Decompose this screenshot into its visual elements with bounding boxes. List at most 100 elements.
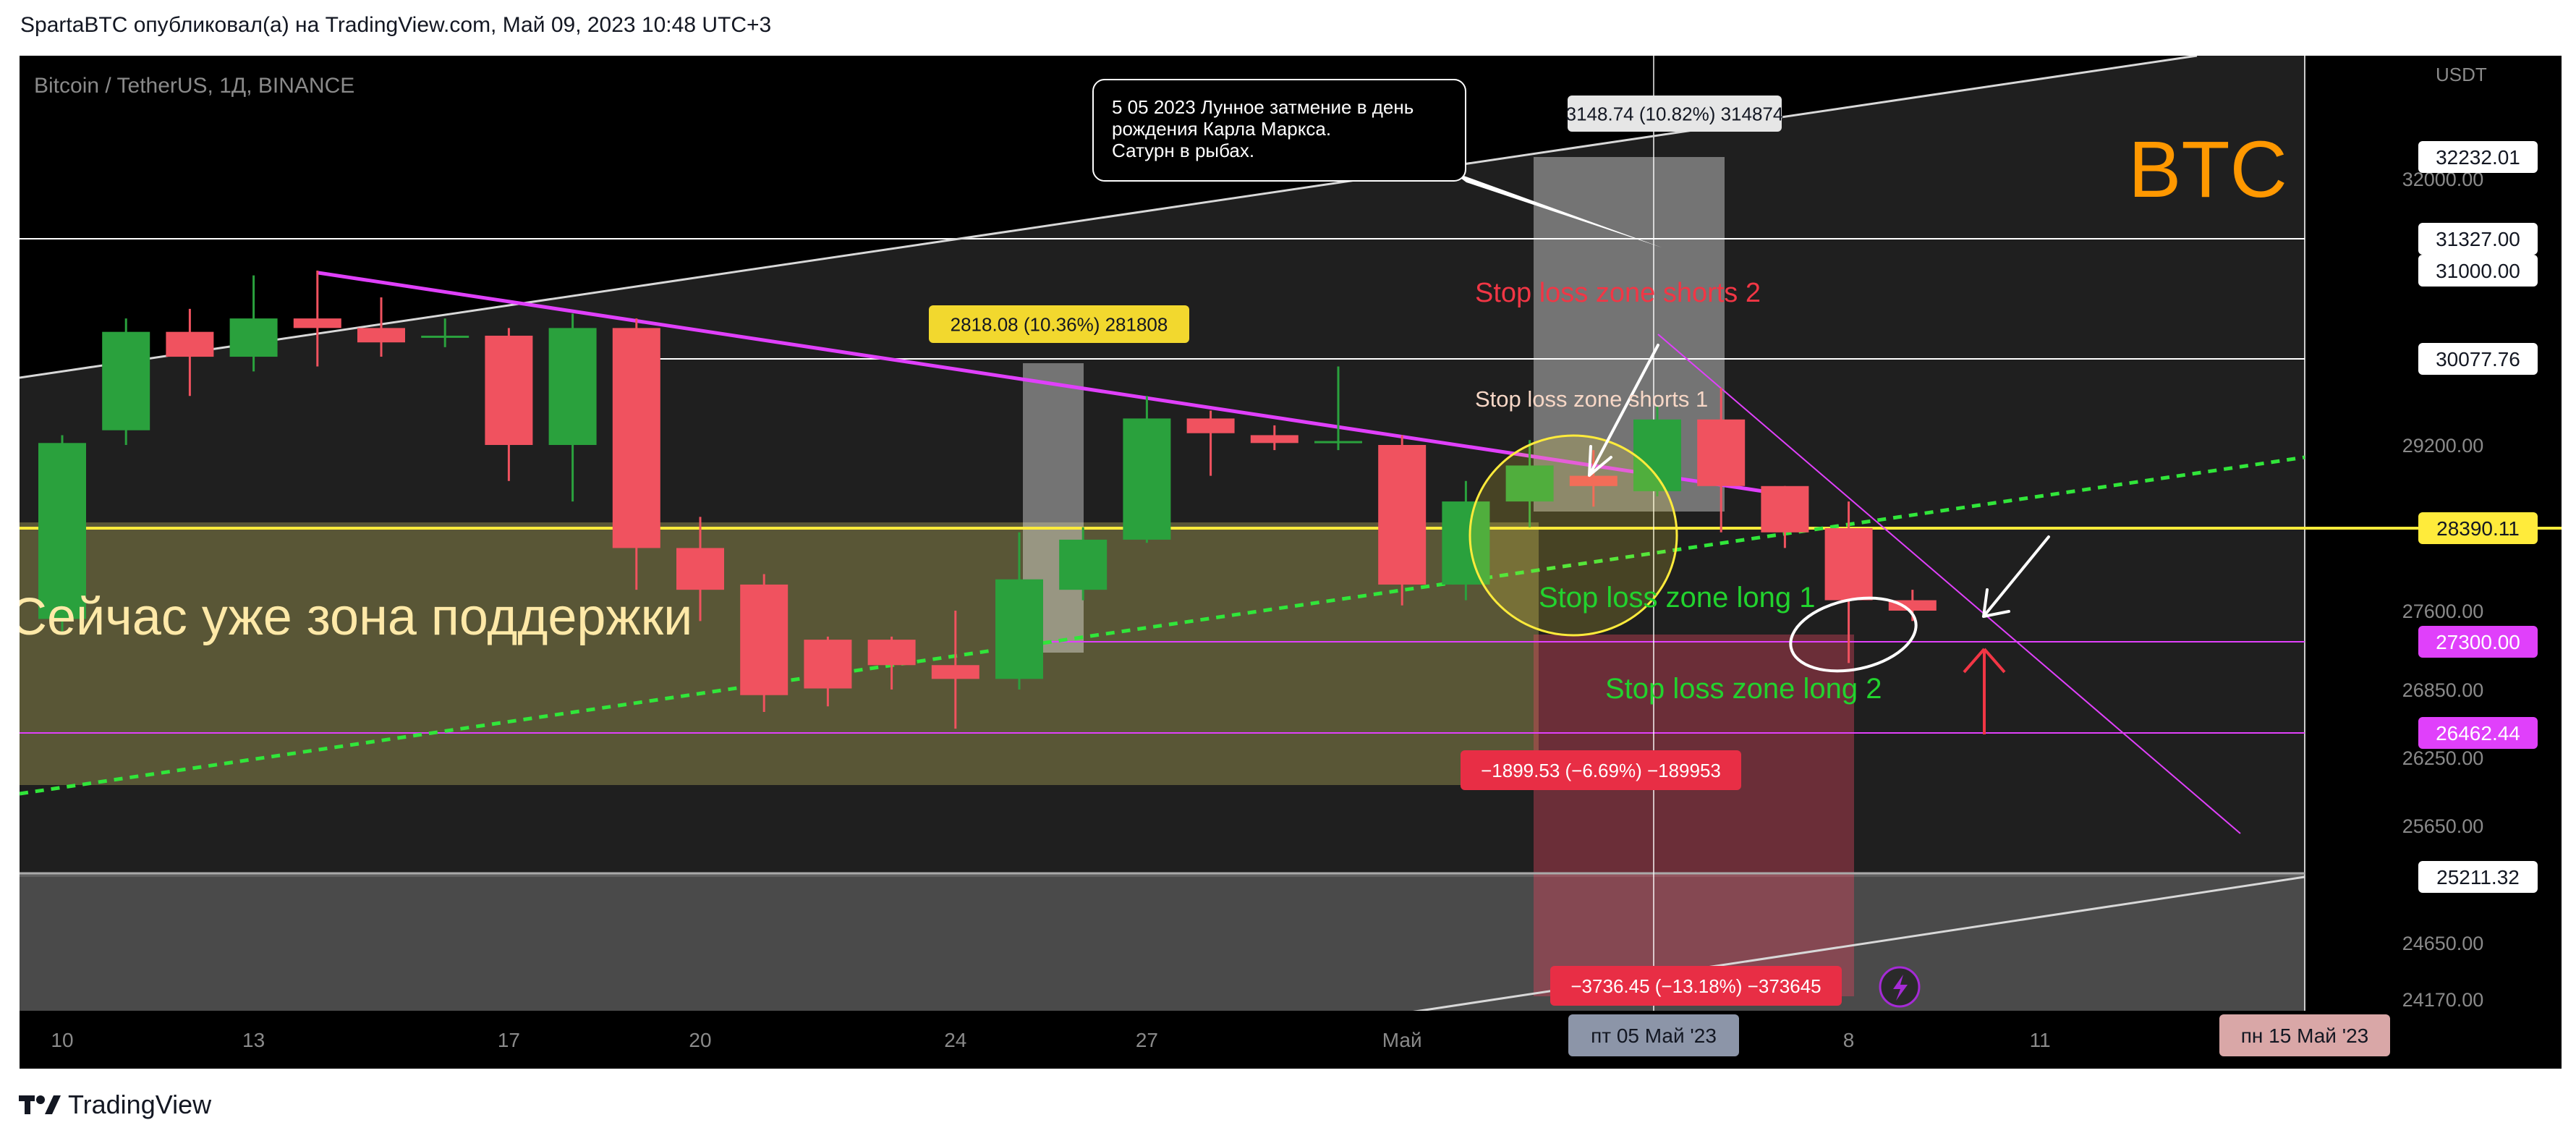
candle-body xyxy=(548,328,597,445)
candle-body xyxy=(1123,418,1171,540)
candle[interactable] xyxy=(357,297,405,357)
candle[interactable] xyxy=(485,328,533,481)
candle-body xyxy=(1761,485,1809,533)
candle-body xyxy=(676,548,724,590)
measure-mid-label-text: 2818.08 (10.36%) 281808 xyxy=(951,313,1168,335)
footer-brand[interactable]: TradingView xyxy=(19,1087,211,1123)
price-tag: 27300.00 xyxy=(2418,626,2538,658)
candle[interactable] xyxy=(1633,405,1681,496)
falling-trendline xyxy=(1657,334,2241,834)
measure-neg1-label-text: −1899.53 (−6.69%) −189953 xyxy=(1481,760,1721,781)
price-tag-bg xyxy=(2418,717,2538,749)
price-tag-bg xyxy=(2418,223,2538,255)
candle-body xyxy=(612,328,660,548)
price-tag: 26462.44 xyxy=(2418,717,2538,749)
price-tag-text: 31327.00 xyxy=(2436,228,2520,250)
arrow-pointer-icon xyxy=(1982,535,2050,618)
candle-body xyxy=(804,640,852,689)
lightning-icon[interactable] xyxy=(1879,966,1921,1008)
measure-neg1-label-bg xyxy=(1461,750,1741,790)
candle-body xyxy=(740,584,788,695)
measure-top-label: 3148.74 (10.82%) 314874 xyxy=(1566,96,1783,132)
measure-mid-label: 2818.08 (10.36%) 281808 xyxy=(929,305,1189,343)
channel-lower-line xyxy=(1372,875,2305,1019)
candle-body xyxy=(38,443,86,619)
candle[interactable] xyxy=(1824,501,1873,663)
y-tick-label: 25650.00 xyxy=(2402,815,2484,837)
tradingview-logo-icon xyxy=(19,1095,61,1114)
candle[interactable] xyxy=(229,275,278,372)
x-tick-label: 24 xyxy=(944,1029,966,1051)
note-line: Сатурн в рыбах. xyxy=(1112,140,1254,161)
arrow-up-icon xyxy=(1963,648,2006,734)
candle-body xyxy=(485,335,533,445)
eclipse-note[interactable]: 5 05 2023 Лунное затмение в деньрождения… xyxy=(1092,79,1662,247)
price-tag-text: 31000.00 xyxy=(2436,260,2520,282)
candle-body xyxy=(1569,475,1618,486)
candle[interactable] xyxy=(804,636,852,707)
measure-top-label-bg xyxy=(1568,96,1782,132)
candle-body xyxy=(995,579,1043,679)
price-tag: 31327.00 xyxy=(2418,223,2538,255)
candle[interactable] xyxy=(1442,480,1490,601)
btc-label: BTC xyxy=(2128,125,2287,214)
candle[interactable] xyxy=(293,271,341,367)
price-tag-bg xyxy=(2418,512,2538,544)
chart-area[interactable]: 5 05 2023 Лунное затмение в день рождения… xyxy=(20,56,2562,1069)
candlestick-chart[interactable]: 5 05 2023 Лунное затмение в деньрождения… xyxy=(20,56,2562,1069)
candle[interactable] xyxy=(1761,485,1809,548)
candle-body xyxy=(1633,419,1681,491)
price-tag-text: 27300.00 xyxy=(2436,631,2520,653)
y-tick-label: 29200.00 xyxy=(2402,435,2484,457)
price-tag: 32232.01 xyxy=(2418,141,2538,173)
candle[interactable] xyxy=(931,611,979,729)
arrow-down-icon xyxy=(1588,344,1659,477)
note-box xyxy=(1092,79,1466,182)
price-tag: 31000.00 xyxy=(2418,255,2538,287)
candle-body xyxy=(357,328,405,343)
candle[interactable] xyxy=(1505,440,1554,527)
measure-neg2-label-bg xyxy=(1550,966,1842,1006)
candle-body xyxy=(1314,441,1362,444)
y-tick-label: 26250.00 xyxy=(2402,747,2484,769)
candle[interactable] xyxy=(1059,527,1108,601)
candle[interactable] xyxy=(102,318,150,445)
stop-long-1-label: Stop loss zone long 1 xyxy=(1539,582,1815,614)
candle-body xyxy=(102,331,150,430)
x-tick-label: Май xyxy=(1382,1029,1422,1051)
candle[interactable] xyxy=(1697,388,1746,533)
candle[interactable] xyxy=(867,636,916,690)
currency-label: USDT xyxy=(2436,64,2487,85)
time-highlight: пн 15 Май '23 xyxy=(2219,1014,2390,1056)
price-tag-text: 30077.76 xyxy=(2436,348,2520,370)
x-tick-label: 27 xyxy=(1136,1029,1158,1051)
candle[interactable] xyxy=(166,308,214,396)
note-line: рождения Карла Маркса. xyxy=(1112,118,1331,140)
candle[interactable] xyxy=(1314,366,1362,451)
candle-body xyxy=(421,335,469,338)
measure-neg1-label: −1899.53 (−6.69%) −189953 xyxy=(1461,750,1741,790)
candle[interactable] xyxy=(1250,425,1298,451)
price-tag-bg xyxy=(2418,861,2538,893)
candle[interactable] xyxy=(995,532,1043,690)
candle[interactable] xyxy=(740,574,788,712)
dashed-trendline xyxy=(20,455,2305,796)
candle[interactable] xyxy=(1569,450,1618,507)
time-axis[interactable] xyxy=(20,1011,2562,1069)
candle[interactable] xyxy=(548,313,597,502)
note-line: 5 05 2023 Лунное затмение в день xyxy=(1112,96,1414,118)
y-tick-label: 24170.00 xyxy=(2402,989,2484,1011)
time-highlight-bg xyxy=(1568,1014,1739,1056)
candle[interactable] xyxy=(1378,435,1427,606)
candle[interactable] xyxy=(612,318,660,590)
candle-body xyxy=(1059,539,1108,590)
candle-body xyxy=(867,640,916,666)
candle[interactable] xyxy=(676,517,724,622)
candle[interactable] xyxy=(1186,410,1235,476)
candle[interactable] xyxy=(38,435,86,632)
measure-neg2-label: −3736.45 (−13.18%) −373645 xyxy=(1550,966,1842,1006)
right-price-scale[interactable] xyxy=(2305,56,2562,1069)
candle[interactable] xyxy=(1123,396,1171,543)
candle[interactable] xyxy=(421,318,469,347)
candle-body xyxy=(166,331,214,357)
